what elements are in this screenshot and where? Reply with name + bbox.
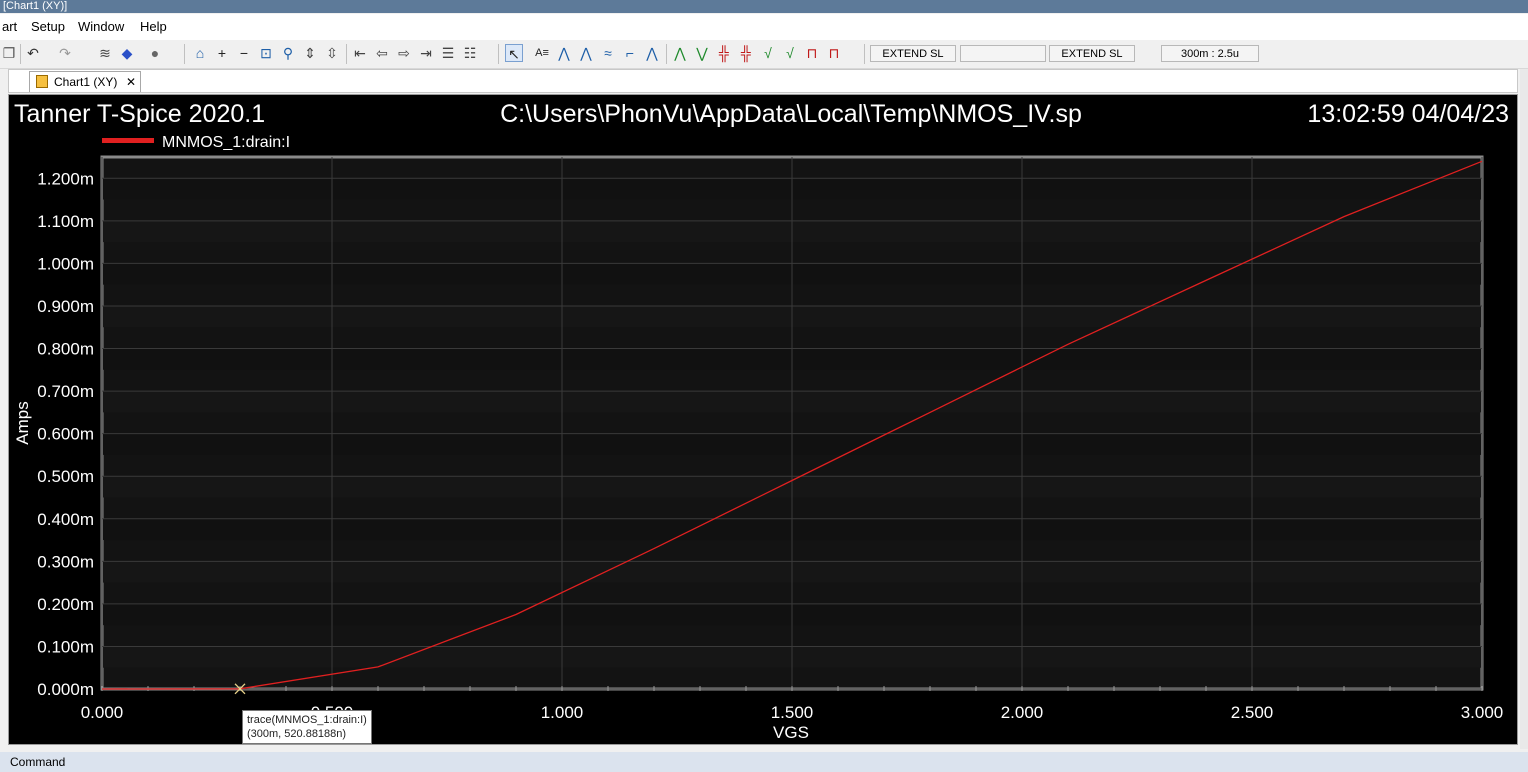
x-tick-label: 2.000 — [1001, 703, 1044, 722]
chart-area[interactable]: Tanner T-Spice 2020.1 C:\Users\PhonVu\Ap… — [8, 94, 1518, 745]
layers-icon[interactable]: ≋ — [99, 45, 111, 61]
home-icon[interactable]: ⌂ — [195, 45, 205, 61]
x-tick-label: 2.500 — [1231, 703, 1274, 722]
menu-bar: art Setup Window Help — [0, 14, 1528, 40]
prev-icon[interactable]: ⇦ — [376, 45, 388, 61]
zoom-box-icon[interactable]: ⊡ — [260, 45, 272, 61]
extend-sl-field-2[interactable]: EXTEND SL — [1049, 45, 1135, 62]
menu-window[interactable]: Window — [78, 19, 125, 34]
text-tool-icon[interactable]: A≡ — [535, 47, 549, 59]
chart-document-icon — [36, 75, 48, 88]
x-axis-label: VGS — [773, 723, 809, 742]
marker-4-icon[interactable]: √ — [786, 45, 794, 61]
toolbar-separator — [666, 44, 667, 64]
cursor-tooltip: trace(MNMOS_1:drain:I) (300m, 520.88188n… — [242, 709, 372, 744]
y-tick-label: 0.500m — [37, 467, 94, 486]
toolbar-separator — [20, 44, 21, 64]
y-tick-label: 0.700m — [37, 382, 94, 401]
tab-label: Chart1 (XY) — [54, 75, 118, 89]
chart-file-path: C:\Users\PhonVu\AppData\Local\Temp\NMOS_… — [500, 100, 1082, 128]
y-axis-label: Amps — [13, 401, 32, 444]
first-icon[interactable]: ⇤ — [354, 45, 366, 61]
y-tick-label: 0.400m — [37, 510, 94, 529]
y-tick-label: 0.600m — [37, 425, 94, 444]
marker-1-icon[interactable]: ╬ — [719, 45, 729, 61]
expand-vertical-icon[interactable]: ⇳ — [326, 45, 338, 61]
x-tick-label: 1.500 — [771, 703, 814, 722]
toolbar-separator — [498, 44, 499, 64]
y-tick-label: 0.000m — [37, 680, 94, 699]
chart-app-title: Tanner T-Spice 2020.1 — [14, 100, 265, 128]
next-icon[interactable]: ⇨ — [398, 45, 410, 61]
last-icon[interactable]: ⇥ — [420, 45, 432, 61]
chart-svg[interactable]: Tanner T-Spice 2020.1 C:\Users\PhonVu\Ap… — [9, 95, 1517, 744]
toolbar-separator — [184, 44, 185, 64]
trace-mnmos1-drain-i[interactable] — [101, 160, 1483, 690]
measure-5-icon[interactable]: ⋀ — [646, 45, 658, 61]
magnify-icon[interactable]: ⚲ — [282, 45, 294, 61]
book-icon[interactable]: ◆ — [121, 45, 133, 61]
marker-3-icon[interactable]: √ — [764, 45, 772, 61]
copy-icon[interactable]: ❐ — [2, 45, 16, 61]
chart-timestamp: 13:02:59 04/04/23 — [1307, 100, 1509, 128]
fit-vertical-icon[interactable]: ⇕ — [304, 45, 316, 61]
x-tick-label: 3.000 — [1461, 703, 1504, 722]
zoom-out-icon[interactable]: − — [239, 45, 249, 61]
y-tick-label: 0.900m — [37, 297, 94, 316]
record-icon[interactable]: ● — [150, 45, 160, 61]
blank-field[interactable] — [960, 45, 1046, 62]
measure-3-icon[interactable]: ≈ — [604, 45, 612, 61]
tooltip-value: (300m, 520.88188n) — [247, 727, 347, 740]
window-title: [Chart1 (XY)] — [0, 0, 1528, 13]
tooltip-trace-name: trace(MNMOS_1:drain:I) — [247, 713, 367, 726]
y-tick-label: 0.200m — [37, 595, 94, 614]
tab-chart1[interactable]: Chart1 (XY) ✕ — [29, 71, 141, 92]
measure-4-icon[interactable]: ⌐ — [625, 45, 635, 61]
menu-chart[interactable]: art — [2, 19, 18, 34]
right-panel-edge — [1520, 69, 1528, 749]
undo-icon[interactable]: ↶ — [27, 45, 39, 61]
command-bar[interactable]: Command — [0, 752, 1528, 772]
menu-help[interactable]: Help — [140, 19, 167, 34]
zoom-in-icon[interactable]: + — [217, 45, 227, 61]
y-tick-label: 0.100m — [37, 637, 94, 656]
y-tick-label: 0.300m — [37, 552, 94, 571]
measure-2-icon[interactable]: ⋀ — [580, 45, 592, 61]
toolbar-separator — [864, 44, 865, 64]
legend-label[interactable]: MNMOS_1:drain:I — [162, 134, 290, 151]
y-tick-label: 1.000m — [37, 254, 94, 273]
marker-2-icon[interactable]: ╬ — [741, 45, 751, 61]
y-tick-label: 1.200m — [37, 169, 94, 188]
menu-setup[interactable]: Setup — [31, 19, 65, 34]
pointer-icon[interactable]: ↖ — [505, 44, 523, 62]
toolbar-separator — [346, 44, 347, 64]
legend-swatch — [102, 138, 154, 143]
extend-sl-field-1[interactable]: EXTEND SL — [870, 45, 956, 62]
rise-icon[interactable]: ⋀ — [674, 45, 686, 61]
stack-options-icon[interactable]: ☷ — [463, 45, 477, 61]
tab-strip: Chart1 (XY) ✕ — [8, 69, 1518, 93]
redo-icon[interactable]: ↷ — [59, 45, 71, 61]
fall-icon[interactable]: ⋁ — [696, 45, 708, 61]
x-tick-label: 1.000 — [541, 703, 584, 722]
marker-6-icon[interactable]: ⊓ — [828, 45, 840, 61]
measure-1-icon[interactable]: ⋀ — [558, 45, 570, 61]
marker-5-icon[interactable]: ⊓ — [806, 45, 818, 61]
cursor-marker[interactable] — [234, 683, 246, 695]
tab-close-icon[interactable]: ✕ — [126, 75, 137, 89]
x-tick-label: 0.000 — [81, 703, 124, 722]
y-tick-label: 1.100m — [37, 212, 94, 231]
range-field[interactable]: 300m : 2.5u — [1161, 45, 1259, 62]
toolbar: ❐ ↶ ↷ ≋ ◆ ● ⌂ + − ⊡ ⚲ ⇕ ⇳ ⇤ ⇦ ⇨ ⇥ ☰ ☷ ↖ … — [0, 40, 1528, 69]
y-tick-label: 0.800m — [37, 340, 94, 359]
stack-icon[interactable]: ☰ — [441, 45, 455, 61]
